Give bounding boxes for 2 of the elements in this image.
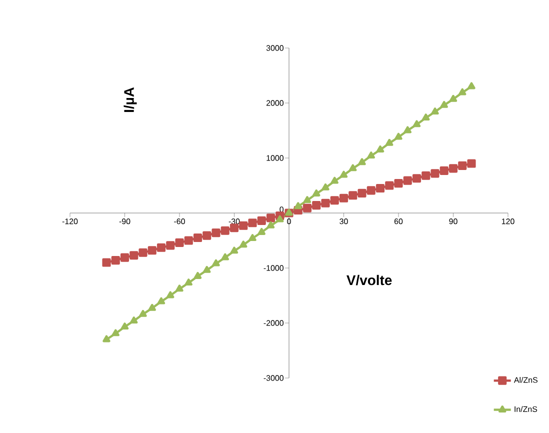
y-axis-title: I/µA xyxy=(124,87,137,112)
x-axis-title: V/volte xyxy=(346,274,392,286)
